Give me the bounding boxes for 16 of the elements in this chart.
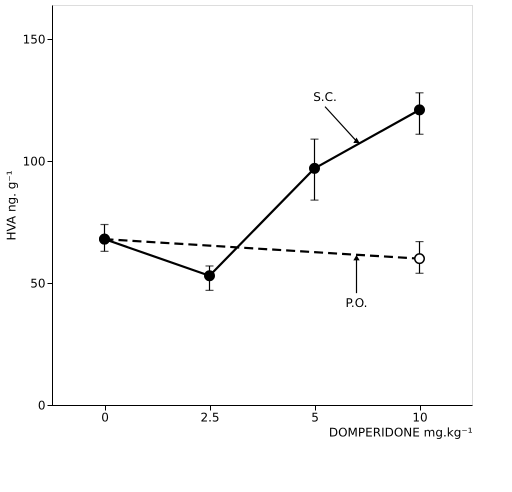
y-tick-label: 100 xyxy=(22,154,46,169)
x-tick-label: 5 xyxy=(311,410,319,424)
text: S.C. xyxy=(313,90,337,104)
y-tick-label: 50 xyxy=(30,276,46,291)
x-tick-label: 2.5 xyxy=(200,410,220,424)
point xyxy=(414,253,425,264)
y-tick-label: 150 xyxy=(22,32,46,47)
text: P.O. xyxy=(346,296,368,310)
y-axis-title: HVA ng. g⁻¹ xyxy=(4,170,19,241)
point xyxy=(414,104,425,116)
y-tick-label: 0 xyxy=(38,398,46,412)
point xyxy=(309,162,320,174)
x-tick-label: 0 xyxy=(101,410,109,424)
point xyxy=(204,270,215,282)
x-axis-title: DOMPERIDONE mg.kg⁻¹ xyxy=(328,426,473,440)
x-tick-label: 10 xyxy=(412,410,428,424)
